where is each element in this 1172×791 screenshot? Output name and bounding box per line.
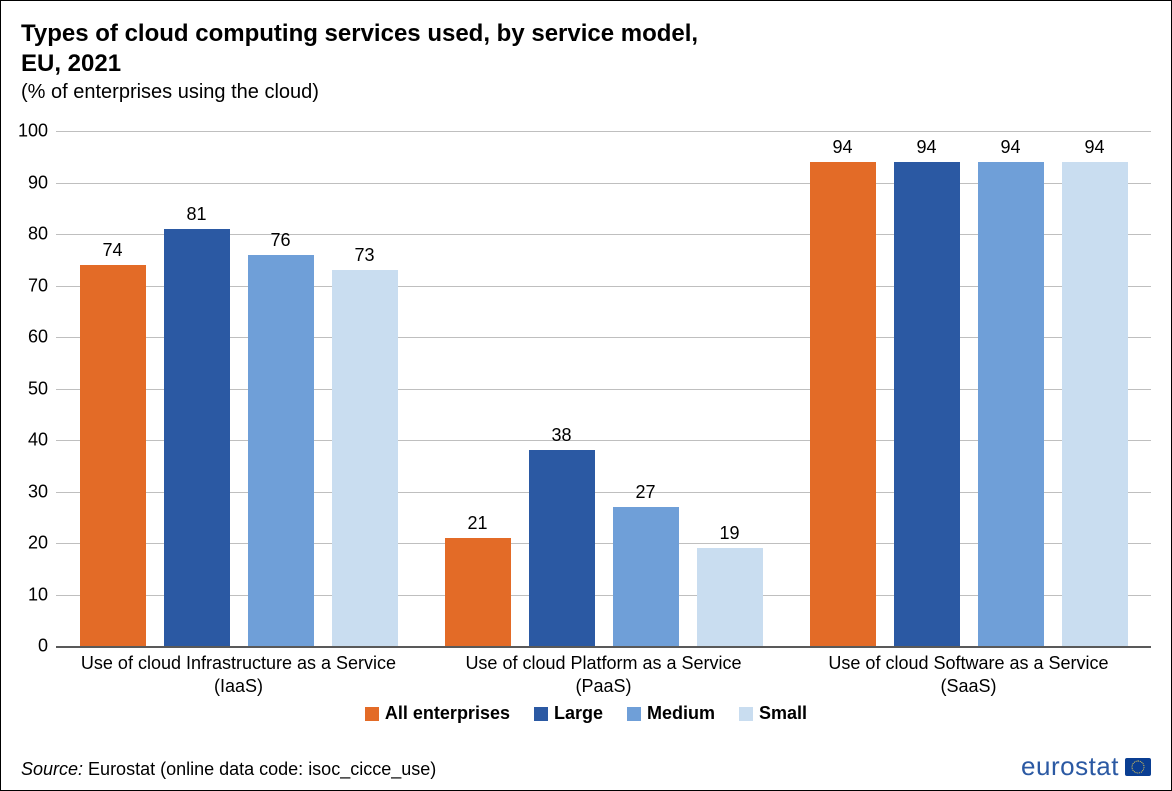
bar: 76	[248, 255, 314, 646]
legend-swatch	[739, 707, 753, 721]
brand-logo: eurostat	[1021, 751, 1151, 782]
legend-item: Medium	[627, 703, 715, 724]
legend-label: Large	[554, 703, 603, 724]
y-tick-label: 40	[8, 430, 48, 451]
chart-frame: Types of cloud computing services used, …	[0, 0, 1172, 791]
legend-swatch	[627, 707, 641, 721]
legend: All enterprises Large Medium Small	[1, 703, 1171, 726]
bars-layer: 748176732138271994949494	[56, 131, 1151, 646]
bar: 94	[978, 162, 1044, 646]
source-label: Source:	[21, 759, 83, 779]
bar: 74	[80, 265, 146, 646]
x-category-label-line1: Use of cloud Platform as a Service	[424, 652, 784, 675]
legend-swatch	[534, 707, 548, 721]
brand-text: eurostat	[1021, 751, 1119, 782]
bar: 19	[697, 548, 763, 646]
bar: 94	[1062, 162, 1128, 646]
bar-value-label: 73	[354, 245, 374, 266]
legend-item: Large	[534, 703, 603, 724]
chart-title-line1: Types of cloud computing services used, …	[21, 19, 1151, 49]
bar: 94	[894, 162, 960, 646]
x-category-label-line1: Use of cloud Infrastructure as a Service	[59, 652, 419, 675]
x-category-label-line2: (IaaS)	[59, 675, 419, 698]
legend-label: Small	[759, 703, 807, 724]
bar-value-label: 94	[1084, 137, 1104, 158]
plot-area: 0102030405060708090100 74817673213827199…	[56, 131, 1151, 646]
y-tick-label: 50	[8, 378, 48, 399]
bar: 73	[332, 270, 398, 646]
bar: 81	[164, 229, 230, 646]
source-line: Source: Eurostat (online data code: isoc…	[21, 759, 436, 780]
bar-value-label: 21	[467, 513, 487, 534]
bar-value-label: 94	[1000, 137, 1020, 158]
bar-value-label: 94	[832, 137, 852, 158]
bar: 94	[810, 162, 876, 646]
bar: 38	[529, 450, 595, 646]
y-tick-label: 90	[8, 172, 48, 193]
y-tick-label: 100	[8, 121, 48, 142]
bar: 21	[445, 538, 511, 646]
chart-subtitle: (% of enterprises using the cloud)	[21, 81, 1151, 104]
bar: 27	[613, 507, 679, 646]
bar-value-label: 19	[719, 523, 739, 544]
x-category-label: Use of cloud Platform as a Service(PaaS)	[424, 652, 784, 697]
bar-value-label: 76	[270, 230, 290, 251]
x-category-label-line2: (PaaS)	[424, 675, 784, 698]
legend-label: Medium	[647, 703, 715, 724]
bar-value-label: 74	[102, 240, 122, 261]
x-category-label-line1: Use of cloud Software as a Service	[789, 652, 1149, 675]
bar-value-label: 81	[186, 204, 206, 225]
source-text: Eurostat (online data code: isoc_cicce_u…	[83, 759, 436, 779]
bar-value-label: 94	[916, 137, 936, 158]
y-tick-label: 80	[8, 224, 48, 245]
bar-value-label: 27	[635, 482, 655, 503]
gridline	[56, 646, 1151, 648]
x-category-label: Use of cloud Infrastructure as a Service…	[59, 652, 419, 697]
legend-item: Small	[739, 703, 807, 724]
y-tick-label: 30	[8, 481, 48, 502]
y-tick-label: 0	[8, 636, 48, 657]
eu-flag-icon	[1125, 758, 1151, 776]
x-category-label-line2: (SaaS)	[789, 675, 1149, 698]
y-tick-label: 70	[8, 275, 48, 296]
legend-swatch	[365, 707, 379, 721]
chart-title-line2: EU, 2021	[21, 49, 1151, 79]
x-category-label: Use of cloud Software as a Service(SaaS)	[789, 652, 1149, 697]
y-tick-label: 60	[8, 327, 48, 348]
legend-item: All enterprises	[365, 703, 510, 724]
legend-label: All enterprises	[385, 703, 510, 724]
y-tick-label: 10	[8, 584, 48, 605]
bar-value-label: 38	[551, 425, 571, 446]
y-tick-label: 20	[8, 533, 48, 554]
